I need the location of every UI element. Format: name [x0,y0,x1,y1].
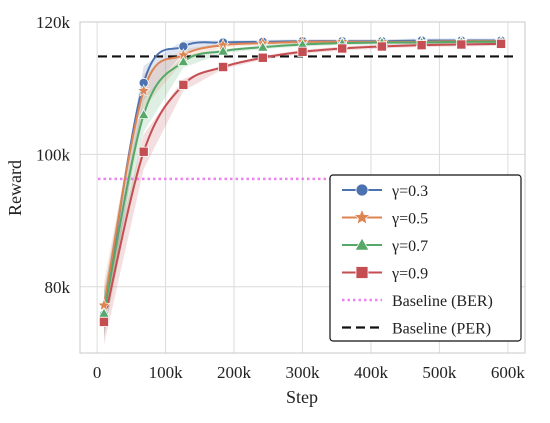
point-0-9 [138,146,149,157]
y-tick-label: 100k [36,145,71,164]
point-0-7 [256,41,269,52]
point-0-9 [376,41,387,52]
band-0-3 [103,38,502,338]
x-axis-label: Step [286,387,318,407]
legend-label-0-7: γ=0.7 [391,238,428,255]
y-tick-label: 120k [36,13,71,32]
point-0-9 [337,43,348,54]
x-tick-label: 100k [149,363,184,382]
point-0-9 [98,316,109,327]
point-0-7 [137,108,150,120]
point-0-9 [257,52,268,63]
y-tick-label: 80k [45,278,71,297]
legend-label-0-9: γ=0.9 [391,266,428,283]
point-0-7 [177,55,190,67]
legend-label-baseline-ber: Baseline (BER) [392,293,493,310]
x-tick-label: 0 [93,363,102,382]
x-tick-label: 500k [422,363,457,382]
x-tick-label: 600k [491,363,526,382]
y-tick-labels: 80k 100k 120k [36,13,71,297]
series-markers [97,34,508,327]
y-axis-label: Reward [5,160,25,216]
x-tick-label: 300k [286,363,321,382]
point-0-9 [297,46,308,57]
confidence-bands [103,38,502,346]
x-tick-label: 200k [217,363,252,382]
point-0-9 [416,40,427,51]
legend: γ=0.3 γ=0.5 γ=0.7 γ=0.9 Baseline (BER) Baseli… [329,174,522,342]
x-tick-label: 400k [354,363,389,382]
legend-marker-0-7 [354,237,370,251]
plot-frame [79,21,526,354]
series-line-0-9 [102,42,502,323]
point-0-9 [178,79,189,90]
legend-marker-0-5 [353,208,371,225]
legend-label-0-5: γ=0.5 [391,211,428,228]
point-0-5 [137,83,151,97]
legend-label-0-3: γ=0.3 [391,183,428,200]
point-0-7 [217,45,230,56]
point-0-9 [496,38,507,49]
legend-marker-0-9 [355,266,369,279]
point-0-9 [456,39,467,50]
legend-marker-0-3 [355,183,369,197]
legend-label-baseline-per: Baseline (PER) [392,321,491,338]
point-0-9 [218,62,229,73]
x-tick-labels: 0 100k 200k 300k 400k 500k 600k [93,363,526,382]
